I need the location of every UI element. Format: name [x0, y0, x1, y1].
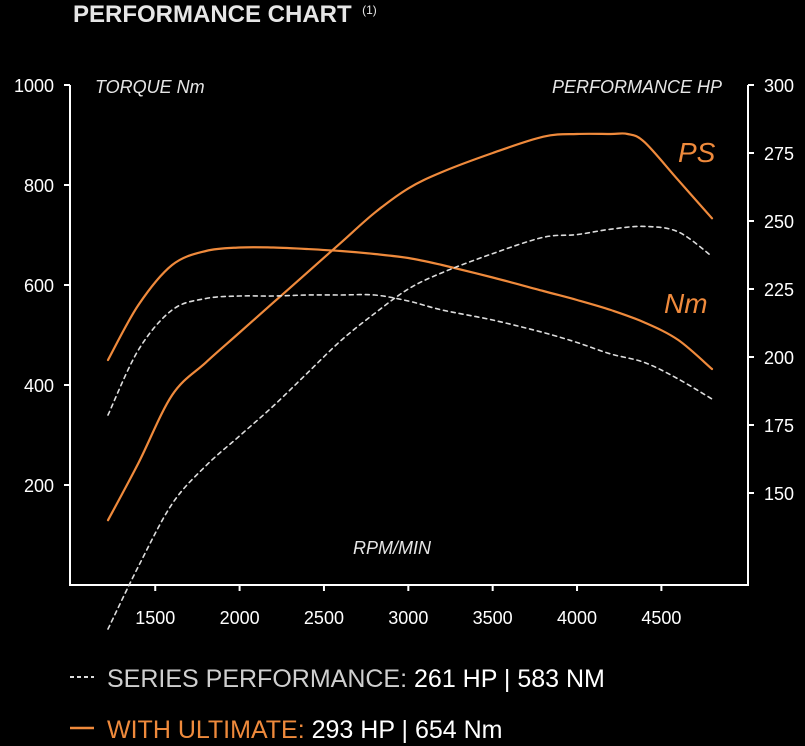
legend-ultimate-values: 293 HP | 654 Nm	[305, 716, 503, 744]
y-right-tick-label: 150	[764, 484, 794, 504]
y-right-tick-label: 200	[764, 348, 794, 368]
x-axis-ticks: 1500 2000 2500 3000 3500 4000 4500	[135, 585, 681, 628]
y-right-tick-label: 175	[764, 416, 794, 436]
series-line-ultimate-torque	[106, 246, 714, 371]
x-tick-label: 2500	[304, 608, 344, 628]
chart-title-text: PERFORMANCE CHART	[73, 1, 352, 28]
chart-axes-frame	[69, 85, 749, 586]
x-axis-label: RPM/MIN	[353, 538, 432, 558]
y-right-tick-label: 275	[764, 144, 794, 164]
y-right-tick-label: 225	[764, 280, 794, 300]
y-right-tick-label: 250	[764, 212, 794, 232]
series-line-standard-power	[107, 225, 713, 630]
series-tag-ps: PS	[678, 137, 716, 168]
x-tick-label: 3000	[388, 608, 428, 628]
y-left-tick-label: 800	[24, 176, 54, 196]
legend-item-series: SERIES PERFORMANCE: 261 HP | 583 NM	[107, 665, 605, 693]
legend-series-values: 261 HP | 583 NM	[407, 665, 605, 693]
y-axis-right-label: PERFORMANCE HP	[552, 77, 722, 97]
x-tick-label: 4500	[641, 608, 681, 628]
chart-title-footnote: (1)	[362, 3, 377, 17]
legend-item-ultimate: WITH ULTIMATE: 293 HP | 654 Nm	[107, 716, 502, 744]
series-tag-nm: Nm	[664, 288, 708, 319]
x-tick-label: 1500	[135, 608, 175, 628]
y-right-tick-label: 300	[764, 76, 794, 96]
x-tick-label: 2000	[220, 608, 260, 628]
y-axis-right-ticks: 150 175 200 225 250 275 300	[748, 76, 794, 504]
y-left-tick-label: 400	[24, 376, 54, 396]
legend: SERIES PERFORMANCE: 261 HP | 583 NM WITH…	[70, 665, 605, 744]
series-line-ultimate-power	[106, 132, 714, 522]
series-line-standard-torque	[107, 293, 713, 416]
y-left-tick-label: 1000	[14, 76, 54, 96]
series-group	[106, 132, 714, 630]
y-left-tick-label: 200	[24, 476, 54, 496]
legend-ultimate-label: WITH ULTIMATE:	[107, 716, 305, 744]
chart-title: PERFORMANCE CHART (1)	[73, 1, 377, 28]
y-axis-left-label: TORQUE Nm	[95, 77, 205, 97]
x-tick-label: 3500	[473, 608, 513, 628]
y-left-tick-label: 600	[24, 276, 54, 296]
x-tick-label: 4000	[557, 608, 597, 628]
legend-series-label: SERIES PERFORMANCE:	[107, 665, 407, 693]
y-axis-left-ticks: 200 400 600 800 1000	[14, 76, 70, 496]
